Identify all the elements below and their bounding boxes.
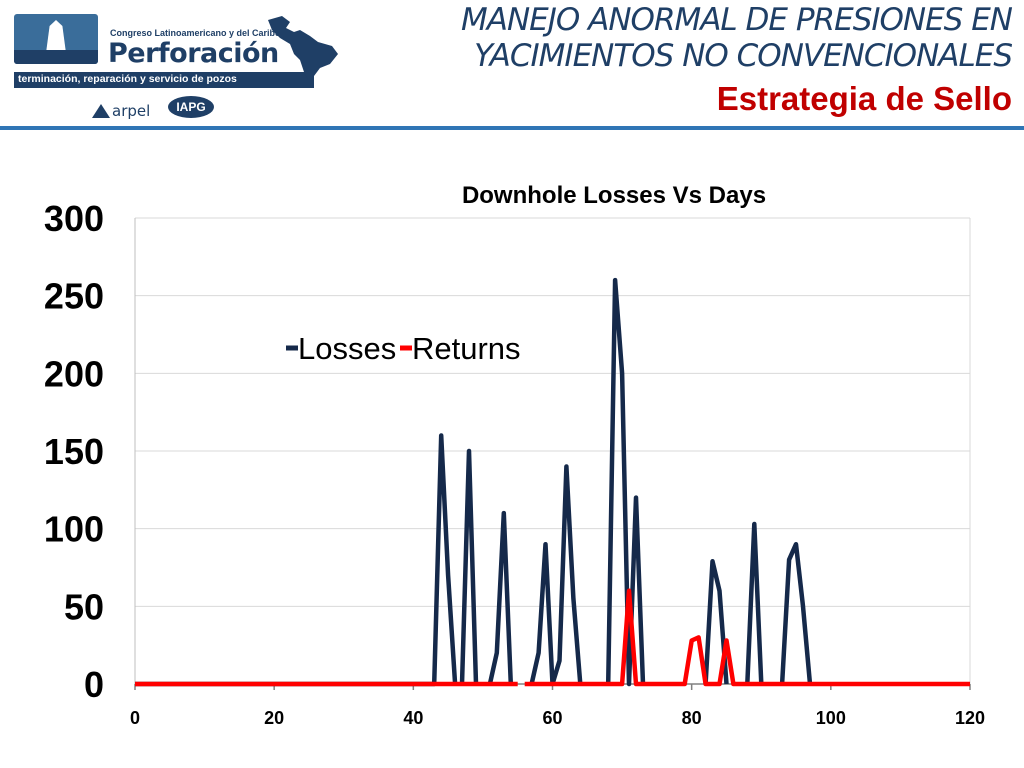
x-tick-label: 100 bbox=[816, 708, 846, 728]
logo-brand: Perforación bbox=[108, 38, 279, 69]
downhole-losses-chart: Downhole Losses Vs Days 0 50 100 150 200 250 3… bbox=[0, 150, 1024, 750]
derrick-logo-icon bbox=[14, 14, 98, 64]
iapg-logo: IAPG bbox=[168, 96, 214, 118]
slide-header: Congreso Latinoamericano y del Caribe de… bbox=[0, 0, 1024, 130]
x-tick-label: 20 bbox=[264, 708, 284, 728]
chart-series bbox=[135, 277, 970, 687]
series-losses-segment-1 bbox=[459, 448, 479, 685]
y-tick-label: 150 bbox=[44, 431, 104, 472]
chart-svg: Downhole Losses Vs Days 0501001502002503… bbox=[44, 182, 985, 728]
chart-title: Downhole Losses Vs Days bbox=[462, 182, 766, 209]
y-tick-label: 300 bbox=[44, 198, 104, 239]
legend-label-returns: Returns bbox=[412, 331, 521, 366]
congress-logo: Congreso Latinoamericano y del Caribe de… bbox=[14, 14, 344, 124]
series-losses-segment-7 bbox=[779, 541, 813, 685]
y-tick-label: 200 bbox=[44, 353, 104, 394]
latin-america-map-icon bbox=[268, 16, 338, 80]
series-losses-segment-3 bbox=[529, 464, 583, 687]
x-tick-label: 40 bbox=[403, 708, 423, 728]
y-tick-label: 0 bbox=[84, 664, 104, 705]
series-losses-segment-6 bbox=[745, 521, 764, 685]
x-tick-label: 120 bbox=[955, 708, 985, 728]
series-losses-segment-0 bbox=[135, 433, 458, 687]
chart-axes: 0 50 100 150 200 250 300 0 20 40 60 80 100 120 bbox=[44, 198, 985, 728]
header-divider bbox=[0, 126, 1024, 130]
arpel-triangle-icon bbox=[92, 104, 110, 118]
x-tick-label: 0 bbox=[130, 708, 140, 728]
y-tick-label: 50 bbox=[64, 586, 104, 627]
x-tick-label: 80 bbox=[682, 708, 702, 728]
series-losses-segment-2 bbox=[487, 510, 514, 685]
series-losses-segment-4 bbox=[605, 277, 646, 687]
y-tick-label: 100 bbox=[44, 509, 104, 550]
chart-gridlines bbox=[135, 217, 970, 607]
slide-title-line-1: MANEJO ANORMAL DE PRESIONES EN bbox=[461, 2, 1013, 38]
arpel-logo: arpel bbox=[92, 102, 150, 120]
chart-legend: Losses Returns bbox=[286, 331, 521, 366]
slide-subtitle: Estrategia de Sello bbox=[716, 80, 1012, 117]
legend-label-losses: Losses bbox=[298, 331, 396, 366]
arpel-label: arpel bbox=[112, 102, 151, 120]
logo-tagline: terminación, reparación y servicio de po… bbox=[18, 73, 237, 85]
series-losses-segment-5 bbox=[703, 559, 729, 685]
slide-title-line-2: YACIMIENTOS NO CONVENCIONALES bbox=[474, 38, 1013, 74]
logo-congress-line: Congreso Latinoamericano y del Caribe de bbox=[110, 28, 294, 38]
x-tick-label: 60 bbox=[542, 708, 562, 728]
logo-tagline-bar bbox=[14, 72, 314, 88]
y-tick-label: 250 bbox=[44, 276, 104, 317]
series-returns-segment-1 bbox=[524, 588, 970, 687]
